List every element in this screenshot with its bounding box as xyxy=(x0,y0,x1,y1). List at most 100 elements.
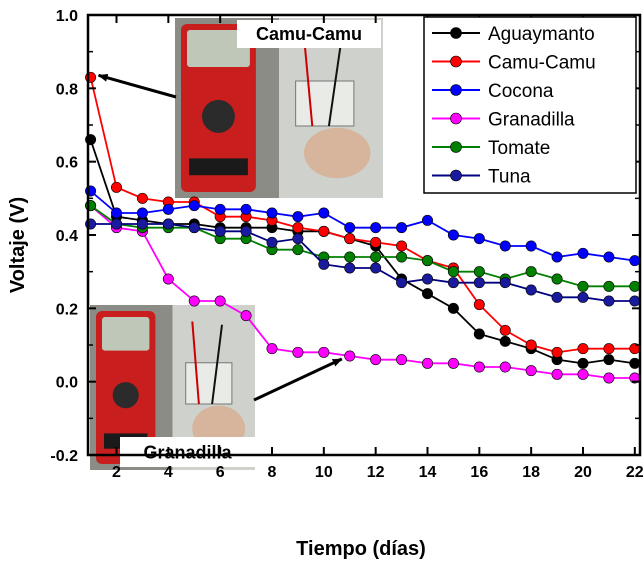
data-point xyxy=(551,368,563,380)
y-tick-label: -0.2 xyxy=(50,448,78,465)
data-point xyxy=(318,207,330,219)
data-point xyxy=(266,343,278,355)
legend-marker xyxy=(450,141,462,153)
series-line xyxy=(90,204,635,379)
data-point xyxy=(370,222,382,234)
legend-label: Aguaymanto xyxy=(488,24,595,45)
legend-item: Camu-Camu xyxy=(432,53,596,74)
legend-item: Aguaymanto xyxy=(432,24,595,45)
cell-container xyxy=(185,362,233,405)
probe-black xyxy=(327,39,343,127)
legend-item: Tomate xyxy=(432,138,550,159)
data-point xyxy=(188,222,200,234)
arrow-camu-camu xyxy=(97,73,177,99)
data-point xyxy=(473,299,485,311)
probe-red xyxy=(302,35,314,127)
legend-marker xyxy=(450,169,462,182)
x-tick-label: 4 xyxy=(164,464,173,481)
series-line xyxy=(90,223,635,302)
data-point xyxy=(421,288,433,300)
data-point xyxy=(396,251,408,263)
x-tick-label: 6 xyxy=(216,464,225,481)
data-point xyxy=(629,357,641,369)
data-point xyxy=(525,240,537,252)
data-point xyxy=(421,357,433,369)
data-point xyxy=(396,240,408,252)
y-axis-label: Voltaje (V) xyxy=(7,197,29,293)
series-line xyxy=(90,190,635,262)
series-cocona xyxy=(85,185,641,267)
inset-photos-layer: Camu-Camu Granadilla xyxy=(90,18,383,470)
x-tick-label: 20 xyxy=(574,464,592,481)
legend-item: Granadilla xyxy=(432,110,575,131)
data-point xyxy=(577,247,589,259)
data-point xyxy=(292,233,304,245)
data-point xyxy=(396,277,408,289)
data-point xyxy=(111,218,123,230)
data-point xyxy=(551,251,563,263)
data-point xyxy=(214,203,226,215)
data-point xyxy=(577,343,589,355)
data-point xyxy=(629,295,641,307)
data-point xyxy=(525,266,537,278)
photo-label: Granadilla xyxy=(143,443,232,463)
cell-container xyxy=(295,80,355,127)
x-tick-label: 16 xyxy=(470,464,488,481)
probe-black xyxy=(211,324,223,405)
data-point xyxy=(136,218,148,230)
data-point xyxy=(214,225,226,237)
legend-box xyxy=(423,16,637,194)
data-point xyxy=(629,255,641,267)
data-point xyxy=(240,310,252,322)
data-point xyxy=(344,233,356,245)
data-point xyxy=(473,328,485,340)
data-point xyxy=(421,273,433,285)
data-point xyxy=(292,346,304,358)
multimeter-display xyxy=(102,317,150,351)
series-line xyxy=(90,204,635,288)
legend-marker xyxy=(450,55,462,68)
data-point xyxy=(473,266,485,278)
data-point xyxy=(525,339,537,351)
data-point xyxy=(577,280,589,292)
data-point xyxy=(240,225,252,237)
data-point xyxy=(214,295,226,307)
data-point xyxy=(551,291,563,303)
photo-camu-camu: Camu-Camu xyxy=(175,18,383,198)
y-tick-label: 0.8 xyxy=(56,81,78,98)
legend-label: Tomate xyxy=(488,138,550,159)
data-point xyxy=(344,251,356,263)
photo-label-box xyxy=(120,437,255,467)
y-tick-label: 0.4 xyxy=(56,228,78,245)
x-tick-label: 8 xyxy=(268,464,277,481)
photo-label: Camu-Camu xyxy=(256,24,362,44)
axes-layer: 2 4 6 8 10 12 14 16 18 20 22 -0.2 0.0 0.2 0.4 0.6 0.8 1.0 xyxy=(50,8,643,481)
data-point xyxy=(318,225,330,237)
data-point xyxy=(499,335,511,347)
data-point xyxy=(188,200,200,212)
data-point xyxy=(318,258,330,270)
data-point xyxy=(292,211,304,223)
data-point xyxy=(370,251,382,263)
data-point xyxy=(603,343,615,355)
data-point xyxy=(551,273,563,285)
series-line xyxy=(89,77,635,354)
data-point xyxy=(603,354,615,366)
legend-marker xyxy=(450,84,462,96)
x-tick-label: 2 xyxy=(112,464,121,481)
legend-label: Tuna xyxy=(488,167,531,188)
data-point xyxy=(577,368,589,380)
data-point xyxy=(577,291,589,303)
data-point xyxy=(162,273,174,285)
data-point xyxy=(447,357,459,369)
data-point xyxy=(292,222,304,234)
data-point xyxy=(188,295,200,307)
data-point xyxy=(603,251,615,263)
x-axis-label: Tiempo (días) xyxy=(296,538,426,560)
data-point xyxy=(344,222,356,234)
multimeter-dial xyxy=(112,382,139,409)
data-layer xyxy=(85,71,641,384)
legend-item: Cocona xyxy=(432,81,554,102)
data-point xyxy=(473,277,485,289)
x-tick-label: 10 xyxy=(315,464,333,481)
